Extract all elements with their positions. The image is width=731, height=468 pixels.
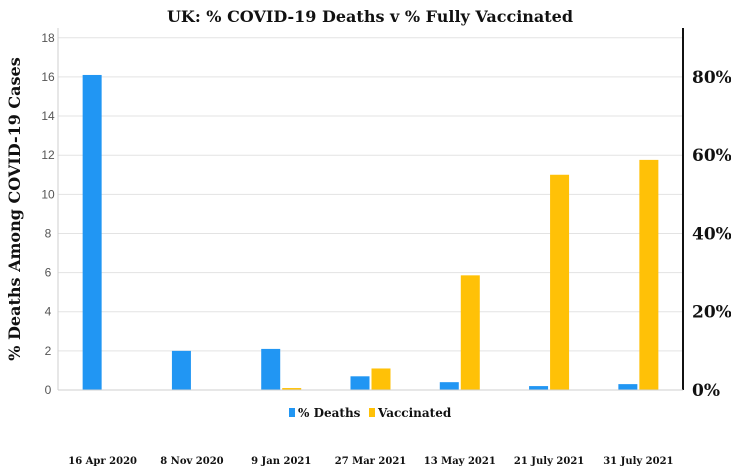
- left-tick-label: 0: [45, 383, 52, 397]
- left-tick-label: 8: [45, 226, 52, 240]
- legend-label-vaccinated: Vaccinated: [377, 406, 452, 420]
- right-tick-label: 80%: [692, 68, 731, 88]
- bar-deaths: [82, 74, 102, 391]
- left-tick-label: 16: [41, 70, 55, 84]
- left-tick-label: 18: [41, 31, 55, 45]
- x-tick-label: 8 Nov 2020: [160, 456, 223, 467]
- gridlines: [58, 37, 683, 352]
- right-tick-label: 0%: [692, 381, 720, 401]
- bar-deaths: [618, 384, 638, 390]
- bar-vaccinated: [639, 159, 659, 390]
- y-axis-label: % Deaths Among COVID-19 Cases: [5, 57, 24, 360]
- left-tick-label: 4: [45, 305, 52, 319]
- x-tick-label: 16 Apr 2020: [68, 456, 137, 467]
- chart-title: UK: % COVID-19 Deaths v % Fully Vaccinat…: [167, 7, 573, 26]
- bar-deaths: [529, 386, 549, 390]
- legend-swatch-vaccinated: [369, 408, 375, 417]
- bar-vaccinated: [282, 388, 302, 390]
- right-tick-label: 60%: [692, 146, 731, 166]
- bar-deaths: [261, 348, 281, 390]
- right-tick-label: 40%: [692, 224, 731, 244]
- left-axis-ticks: 0 2 4 6 8 10 12 14 16 18: [41, 31, 55, 397]
- x-tick-label: 27 Mar 2021: [335, 456, 407, 467]
- bar-vaccinated: [460, 275, 480, 390]
- left-tick-label: 12: [41, 148, 55, 162]
- axes: [57, 28, 684, 391]
- left-tick-label: 10: [41, 187, 55, 201]
- right-tick-label: 20%: [692, 303, 731, 323]
- bar-deaths: [350, 376, 370, 390]
- x-axis-ticks: 16 Apr 2020 8 Nov 2020 9 Jan 2021 27 Mar 20…: [68, 456, 673, 467]
- x-tick-label: 13 May 2021: [424, 456, 496, 467]
- legend: % Deaths Vaccinated: [289, 406, 452, 420]
- bars: [82, 74, 659, 391]
- bar-vaccinated: [371, 368, 391, 390]
- left-tick-label: 14: [41, 109, 55, 123]
- x-tick-label: 31 July 2021: [603, 456, 673, 467]
- bar-deaths: [439, 382, 459, 390]
- left-tick-label: 2: [45, 344, 52, 358]
- x-tick-label: 9 Jan 2021: [251, 456, 311, 467]
- left-tick-label: 6: [45, 266, 52, 280]
- right-axis-ticks: 0% 20% 40% 60% 80%: [692, 68, 731, 401]
- bar-deaths: [171, 350, 191, 390]
- legend-label-deaths: % Deaths: [298, 406, 361, 420]
- bar-vaccinated: [550, 174, 570, 390]
- legend-swatch-deaths: [289, 408, 295, 417]
- x-tick-label: 21 July 2021: [514, 456, 584, 467]
